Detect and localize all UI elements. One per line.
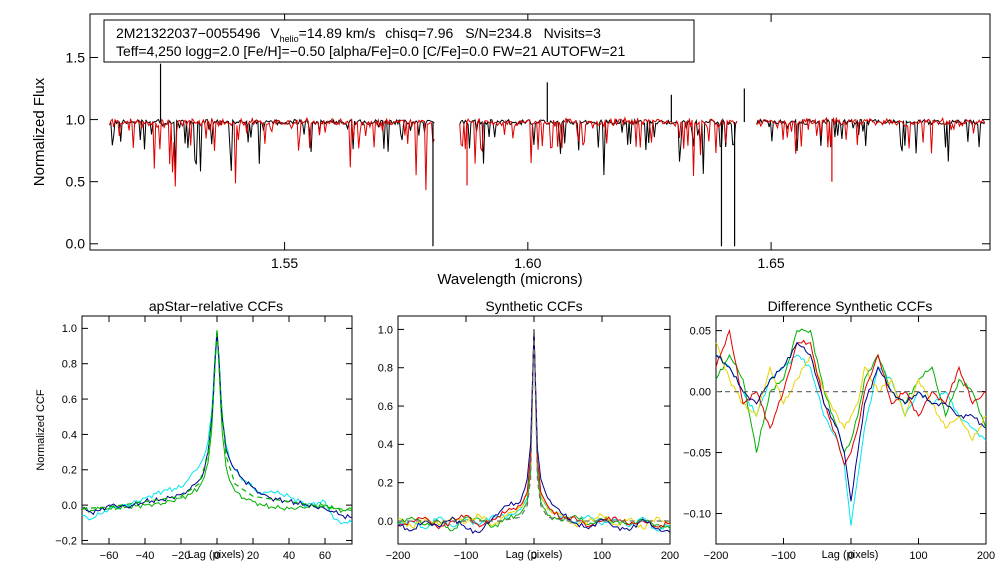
synthetic-series-model (398, 329, 670, 522)
spectrum-ytick-label: 1.5 (66, 49, 86, 65)
apstar-xtick-label: 20 (247, 550, 259, 562)
synthetic-xtick-label: 0 (531, 550, 537, 562)
apstar-ytick-label: 0.0 (62, 500, 77, 512)
synthetic-ytick-label: 0.2 (378, 478, 393, 490)
difference-series-visit-4 (715, 328, 987, 467)
apstar-ytick-label: 0.2 (62, 465, 77, 477)
apstar-xtick-label: −20 (172, 550, 191, 562)
difference-xlabel: Lag (pixels) (822, 549, 879, 561)
info-line-1: 2M21322037−0055496 Vhelio=14.89 km/s chi… (116, 25, 601, 44)
spectrum-ylabel: Normalized Flux (31, 77, 48, 186)
synthetic-ytick-label: 0.4 (378, 439, 393, 451)
apstar-xtick-label: 0 (214, 550, 220, 562)
difference-ccf-panel: Difference Synthetic CCFs −200 −100 0 100 20… (683, 298, 995, 562)
apstar-ccf-panel: apStar−relative CCFs −60 −40 −20 0 20 40 60 −0.… (35, 298, 353, 562)
spectrum-xtick-label: 1.65 (757, 255, 784, 271)
difference-ytick-label: −0.10 (683, 508, 711, 520)
apstar-ytick-label: 0.8 (62, 359, 77, 371)
apstar-xtick-label: −60 (100, 550, 119, 562)
synthetic-ccf-panel: Synthetic CCFs −200 −100 0 100 200 0.0 0.2 0.4 0… (378, 298, 679, 562)
spectrum-ytick-label: 0.0 (66, 236, 86, 252)
synthetic-xtick-label: 100 (593, 550, 611, 562)
apstar-ylabel: Normalized CCF (35, 389, 47, 471)
vhelio-sub: helio (280, 34, 299, 44)
synthetic-title: Synthetic CCFs (485, 298, 582, 314)
difference-xtick-label: 200 (977, 550, 995, 562)
synthetic-series-visit-2 (397, 329, 671, 532)
synthetic-ytick-label: 1.0 (378, 324, 393, 336)
apstar-xtick-label: 60 (319, 550, 331, 562)
apstar-xtick-label: −40 (136, 550, 155, 562)
apstar-ytick-label: 1.0 (62, 323, 77, 335)
difference-title: Difference Synthetic CCFs (768, 298, 933, 314)
difference-xtick-label: −100 (771, 550, 796, 562)
synthetic-xtick-label: −100 (454, 550, 479, 562)
chisq: chisq=7.96 (385, 25, 453, 41)
difference-xtick-label: 0 (848, 550, 854, 562)
spectrum-series-observed (109, 117, 986, 176)
difference-ytick-label: 0.00 (690, 386, 711, 398)
apstar-xlabel: Lag (pixels) (188, 549, 245, 561)
difference-ytick-label: 0.05 (690, 325, 711, 337)
vhelio-value: =14.89 km/s (299, 25, 376, 41)
difference-xtick-label: −200 (704, 550, 729, 562)
sn: S/N=234.8 (465, 25, 532, 41)
spectrum-xlabel: Wavelength (microns) (437, 271, 582, 288)
apstar-xtick-label: 40 (283, 550, 295, 562)
synthetic-series-visit-3 (397, 329, 671, 530)
apstar-ytick-label: −0.2 (55, 535, 77, 547)
synthetic-ytick-label: 0.8 (378, 363, 393, 375)
synthetic-ytick-label: 0.0 (378, 516, 393, 528)
star-id: 2M21322037−0055496 (116, 25, 261, 41)
synthetic-xtick-label: 200 (661, 550, 679, 562)
apstar-series-visit-2 (81, 330, 353, 514)
synthetic-xlabel: Lag (pixels) (506, 549, 563, 561)
difference-ytick-label: −0.05 (683, 447, 711, 459)
apstar-title: apStar−relative CCFs (149, 298, 283, 314)
synthetic-series-visit-4 (397, 329, 671, 530)
spectrum-series-model (109, 116, 986, 191)
apstar-ytick-label: 0.4 (62, 429, 77, 441)
spectrum-xtick-label: 1.55 (271, 255, 298, 271)
synthetic-ytick-label: 0.6 (378, 401, 393, 413)
synthetic-series-visit-1 (397, 329, 671, 532)
vhelio-label: V (270, 25, 280, 41)
nvisits: Nvisits=3 (544, 25, 601, 41)
apstar-frame (81, 315, 353, 545)
apstar-series-visit-4 (81, 330, 353, 511)
apstar-ytick-label: 0.6 (62, 394, 77, 406)
spectrum-ytick-label: 0.5 (66, 174, 86, 190)
spectrum-ytick-label: 1.0 (66, 111, 86, 127)
synthetic-xtick-label: −200 (386, 550, 411, 562)
spectrum-frame (89, 13, 991, 251)
difference-frame (715, 315, 987, 545)
spectrum-xtick-label: 1.60 (514, 255, 541, 271)
apstar-series-visit-1 (81, 330, 353, 525)
apstar-series-visit-3 (81, 331, 353, 520)
difference-series-visit-2 (715, 328, 987, 455)
difference-series-visit-5 (715, 341, 987, 502)
difference-series-visit-3 (715, 342, 987, 442)
info-box (103, 19, 695, 63)
params-line: Teff=4,250 logg=2.0 [Fe/H]=−0.50 [alpha/… (116, 43, 625, 59)
synthetic-series-visit-5 (397, 329, 671, 534)
difference-xtick-label: 100 (909, 550, 927, 562)
spectrum-panel: 1.55 1.60 1.65 0.0 0.5 1.0 1.5 Wavelength (mic… (31, 13, 991, 288)
